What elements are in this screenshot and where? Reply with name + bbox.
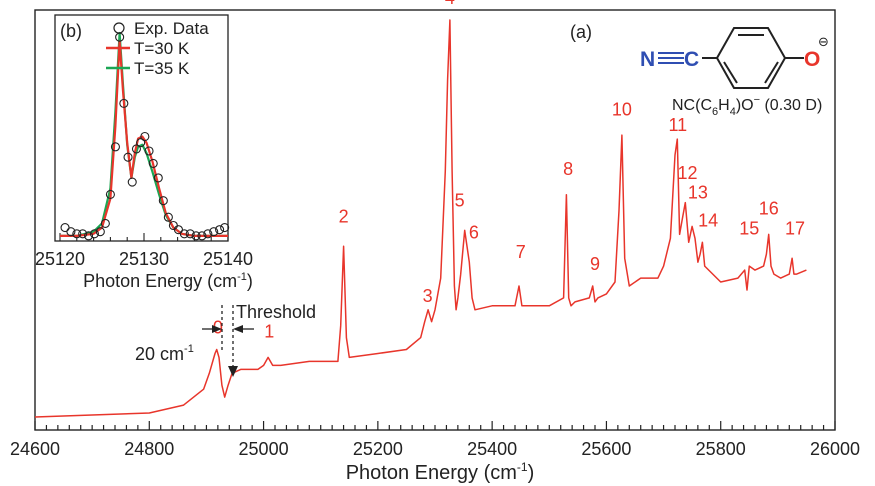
main-spectrum-line xyxy=(34,19,807,418)
benzene-double-3 xyxy=(764,61,779,84)
exp-data-point xyxy=(127,177,137,187)
exp-data-point xyxy=(78,229,88,239)
peak-label: 4 xyxy=(445,0,455,8)
inset-legend: Exp. Data T=30 K T=35 K xyxy=(106,19,209,78)
exp-data-point xyxy=(197,231,207,241)
exp-data-point xyxy=(209,227,219,237)
exp-data-point xyxy=(84,231,94,241)
peak-label: 5 xyxy=(455,191,465,211)
main-x-tick-labels: 24600 24800 25000 25200 25400 25600 25800 26000 xyxy=(10,439,860,459)
exp-data-point xyxy=(89,229,99,239)
x-tick-label: 25000 xyxy=(239,439,289,459)
peak-label: 15 xyxy=(739,218,759,238)
exp-data-point xyxy=(123,152,133,162)
negative-charge-symbol: ⊖ xyxy=(818,35,829,50)
peak-label: 17 xyxy=(785,218,805,238)
exp-data-point xyxy=(110,142,120,152)
peak-labels: 01234567891011121314151617 xyxy=(213,0,805,342)
threshold-label: Threshold xyxy=(236,302,316,322)
exp-data-point xyxy=(100,218,110,228)
main-x-axis-label: Photon Energy (cm-1) xyxy=(346,460,535,484)
exp-data-point xyxy=(119,98,129,108)
legend-label-exp: Exp. Data xyxy=(134,19,209,38)
exp-data-point xyxy=(203,229,213,239)
peak-label: 1 xyxy=(264,322,274,342)
x-tick-label: 26000 xyxy=(810,439,860,459)
peak-label: 7 xyxy=(516,242,526,262)
inset-panel: (b) 25120 25130 25140 Photon Energy (cm-1)… xyxy=(35,14,253,291)
molecule-nitrogen: N xyxy=(640,48,655,71)
exp-data-point xyxy=(153,173,163,183)
main-x-ticks xyxy=(34,421,836,430)
peak-label: 6 xyxy=(469,222,479,242)
exp-data-point xyxy=(191,231,201,241)
x-tick-label: 24600 xyxy=(10,439,60,459)
threshold-right-arrowhead xyxy=(233,325,243,333)
x-tick-label: 24800 xyxy=(124,439,174,459)
legend-label-t35: T=35 K xyxy=(134,59,190,78)
exp-data-point xyxy=(72,229,82,239)
exp-data-point xyxy=(220,223,230,233)
peak-label: 2 xyxy=(339,206,349,226)
exp-data-point xyxy=(215,225,225,235)
molecule-carbon: C xyxy=(684,48,699,71)
peak-label: 8 xyxy=(563,159,573,179)
x-tick-label: 25200 xyxy=(353,439,403,459)
inset-x-tick-label: 25120 xyxy=(35,249,85,269)
inset-frame xyxy=(54,14,229,242)
inset-exp-data-points xyxy=(60,32,230,241)
panel-a-letter: (a) xyxy=(570,22,592,42)
exp-data-point xyxy=(158,196,168,206)
exp-data-point xyxy=(163,212,173,222)
exp-data-point xyxy=(185,229,195,239)
x-tick-label: 25600 xyxy=(581,439,631,459)
panel-b-letter: (b) xyxy=(60,21,82,41)
exp-data-point xyxy=(179,229,189,239)
inset-series-t30 xyxy=(60,40,228,237)
benzene-double-2 xyxy=(723,61,738,84)
peak-label: 14 xyxy=(698,210,718,230)
benzene-ring xyxy=(715,27,787,89)
inset-x-tick-label: 25140 xyxy=(203,249,253,269)
x-tick-label: 25400 xyxy=(467,439,517,459)
peak-label: 3 xyxy=(423,286,433,306)
legend-marker-exp xyxy=(113,22,125,34)
peak-label: 9 xyxy=(590,254,600,274)
peak-label: 11 xyxy=(669,115,688,135)
peak-label: 12 xyxy=(678,163,698,183)
molecule-caption: NC(C6H4)O− (0.30 D) xyxy=(672,94,822,118)
exp-data-point xyxy=(136,138,146,148)
exp-data-point xyxy=(144,146,154,156)
inset-x-tick-label: 25130 xyxy=(119,249,169,269)
exp-data-point xyxy=(131,144,141,154)
threshold-left-arrowhead xyxy=(212,325,222,333)
peak-label: 13 xyxy=(688,183,708,203)
inset-x-axis-label: Photon Energy (cm-1) xyxy=(83,271,253,291)
exp-data-point xyxy=(66,227,76,237)
threshold-annotation: 20 cm-1 Threshold xyxy=(135,302,316,377)
legend-label-t30: T=30 K xyxy=(134,39,190,58)
exp-data-point xyxy=(95,227,105,237)
inset-x-tick-labels: 25120 25130 25140 xyxy=(35,249,253,269)
width-20-label: 20 cm-1 xyxy=(135,343,194,364)
exp-data-point xyxy=(148,158,158,168)
exp-data-point xyxy=(105,189,115,200)
peak-label: 16 xyxy=(759,199,779,219)
molecule-oxygen: O xyxy=(804,48,820,71)
x-tick-label: 25800 xyxy=(696,439,746,459)
peak-label: 10 xyxy=(612,99,632,119)
molecule-structure: (a) N C O ⊖ NC(C6H4)O− (0.30 D) xyxy=(570,22,829,118)
threshold-down-arrowhead xyxy=(228,366,238,377)
exp-data-point xyxy=(140,131,150,142)
